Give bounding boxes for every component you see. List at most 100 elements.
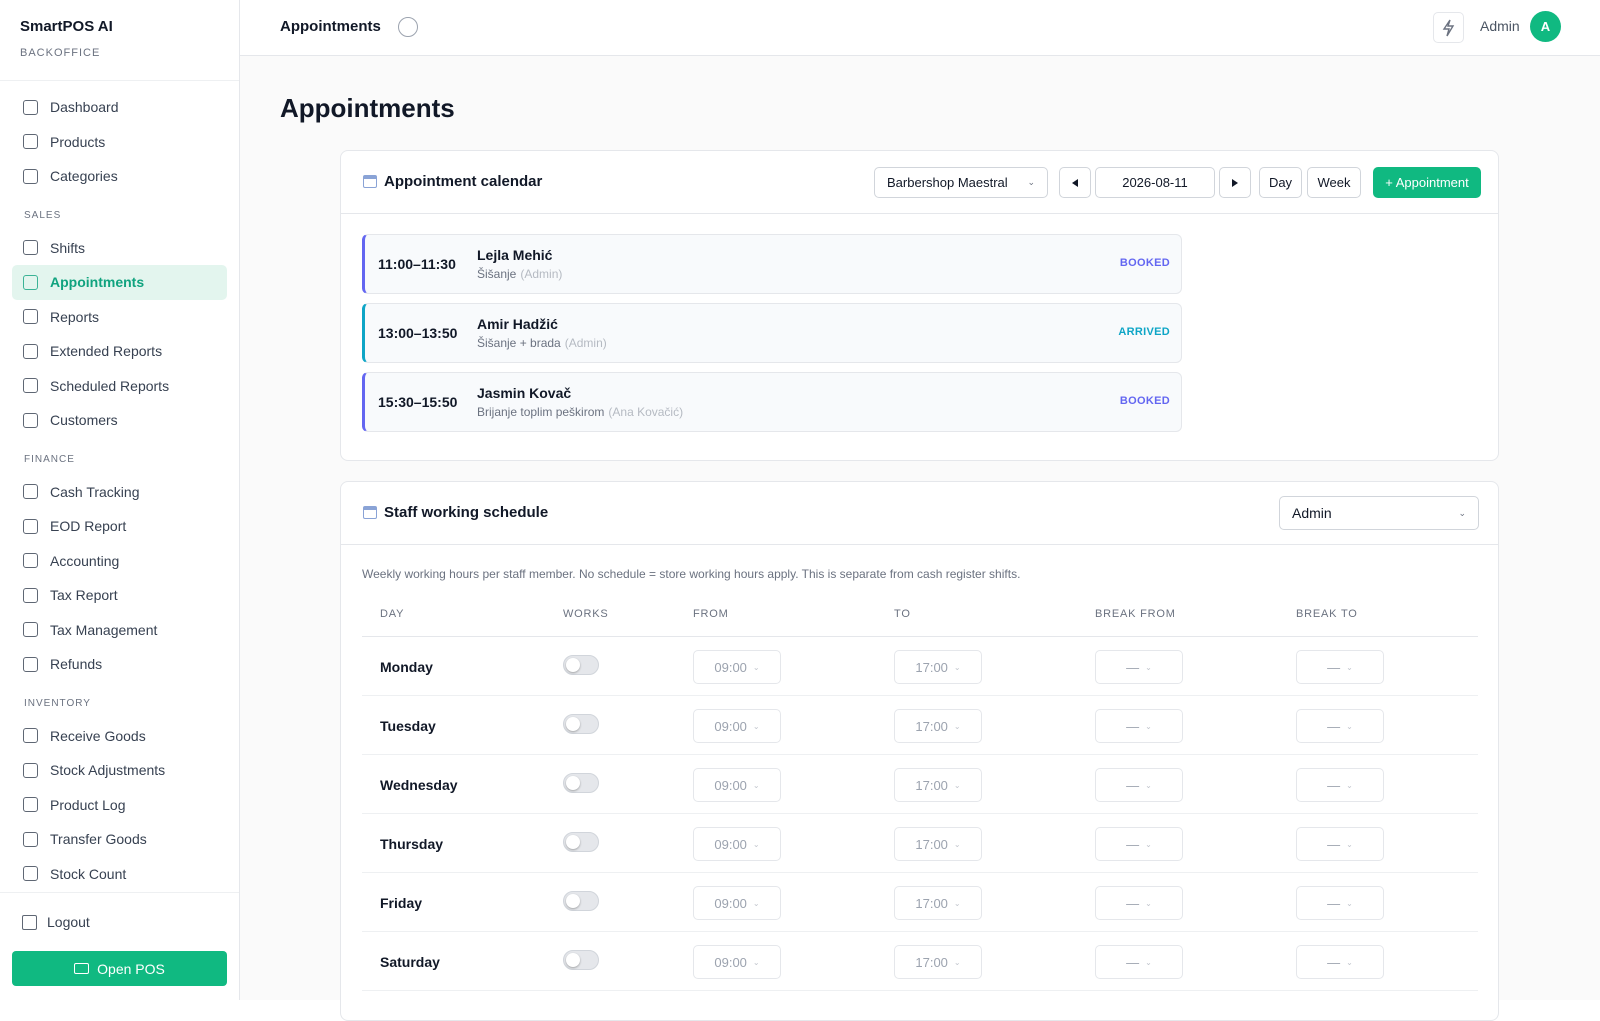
- nav-item[interactable]: Shifts: [12, 231, 227, 266]
- view-button[interactable]: Day: [1259, 167, 1302, 198]
- location-select[interactable]: Barbershop Maestral ⌄: [874, 167, 1048, 198]
- chevron: ⌄: [953, 780, 961, 790]
- time-select[interactable]: — ⌄: [1095, 827, 1183, 861]
- nav-item[interactable]: Scheduled Reports: [12, 369, 227, 404]
- card-title: Staff working schedule: [384, 504, 549, 521]
- time-select[interactable]: — ⌄: [1296, 827, 1384, 861]
- time-select[interactable]: — ⌄: [1296, 886, 1384, 920]
- calendar-icon: [363, 506, 377, 519]
- staff-select[interactable]: Admin ⌄: [1279, 496, 1479, 530]
- schedule-row: Thursday 09:00 ⌄ 17:00 ⌄ — ⌄ — ⌄: [362, 814, 1478, 873]
- time-select[interactable]: — ⌄: [1095, 650, 1183, 684]
- nav-item[interactable]: Extended Reports: [12, 334, 227, 369]
- time-select[interactable]: — ⌄: [1095, 768, 1183, 802]
- time-select[interactable]: 17:00 ⌄: [894, 945, 982, 979]
- nav-item[interactable]: Products: [12, 125, 227, 160]
- nav-item[interactable]: Stock Adjustments: [12, 753, 227, 788]
- next-button[interactable]: [1219, 167, 1251, 198]
- nav-item[interactable]: Tax Report: [12, 578, 227, 613]
- appointment[interactable]: 15:30–15:50 Jasmin Kovač Brijanje toplim p…: [362, 372, 1182, 432]
- quick-action[interactable]: [1433, 12, 1464, 43]
- time-select[interactable]: 09:00 ⌄: [693, 827, 781, 861]
- help-icon[interactable]: [398, 17, 418, 37]
- works-toggle[interactable]: [563, 950, 599, 970]
- nav-item[interactable]: Customers: [12, 403, 227, 438]
- nav-icon: [23, 762, 38, 778]
- chevron: ⌄: [1027, 177, 1035, 187]
- schedule-card: Staff working schedule Admin ⌄ Weekly wor…: [340, 481, 1499, 1021]
- nav-item[interactable]: Product Log: [12, 788, 227, 823]
- time-select[interactable]: 17:00 ⌄: [894, 650, 982, 684]
- time-value: —: [1327, 895, 1341, 911]
- time-select[interactable]: 09:00 ⌄: [693, 886, 781, 920]
- time-select[interactable]: 17:00 ⌄: [894, 827, 982, 861]
- time-select[interactable]: 09:00 ⌄: [693, 650, 781, 684]
- time-select[interactable]: — ⌄: [1296, 945, 1384, 979]
- day: Wednesday: [380, 777, 458, 793]
- nav-item[interactable]: Receive Goods: [12, 719, 227, 754]
- chevron: ⌄: [752, 721, 760, 731]
- time-select[interactable]: — ⌄: [1095, 945, 1183, 979]
- time-select[interactable]: 09:00 ⌄: [693, 709, 781, 743]
- appointment[interactable]: 13:00–13:50 Amir Hadžić Šišanje + brada (Ad…: [362, 303, 1182, 363]
- client-name: Amir Hadžić: [477, 316, 558, 332]
- time-select[interactable]: — ⌄: [1296, 709, 1384, 743]
- nav-item[interactable]: Cash Tracking: [12, 475, 227, 510]
- chevron: ⌄: [1458, 507, 1466, 518]
- nav-item[interactable]: EOD Report: [12, 509, 227, 544]
- nav-item[interactable]: Categories: [12, 159, 227, 194]
- time-select[interactable]: 09:00 ⌄: [693, 768, 781, 802]
- nav-icon: [23, 797, 38, 813]
- date-input[interactable]: 2026-08-11: [1095, 167, 1215, 198]
- time-select[interactable]: — ⌄: [1296, 650, 1384, 684]
- works-toggle[interactable]: [563, 832, 599, 852]
- time-select[interactable]: 17:00 ⌄: [894, 709, 982, 743]
- logout[interactable]: Logout: [22, 914, 90, 930]
- nav-item[interactable]: Transfer Goods: [12, 822, 227, 857]
- time-select[interactable]: 17:00 ⌄: [894, 768, 982, 802]
- nav-label: Stock Count: [50, 865, 127, 882]
- chevron: ⌄: [953, 957, 961, 967]
- avatar[interactable]: A: [1530, 11, 1561, 42]
- chevron: ⌄: [1145, 898, 1152, 908]
- works-toggle[interactable]: [563, 714, 599, 734]
- nav-item[interactable]: Reports: [12, 300, 227, 335]
- add-appointment-button[interactable]: + Appointment: [1373, 167, 1481, 198]
- nav-icon: [23, 378, 38, 394]
- time-value: —: [1327, 718, 1341, 734]
- nav-item[interactable]: Dashboard: [12, 90, 227, 125]
- time-select[interactable]: — ⌄: [1296, 768, 1384, 802]
- works-toggle[interactable]: [563, 655, 599, 675]
- nav-label: Cash Tracking: [50, 483, 140, 500]
- nav-icon: [23, 656, 38, 672]
- brand: SmartPOS AI: [20, 18, 113, 35]
- nav-item[interactable]: Refunds: [12, 647, 227, 682]
- client-name: Lejla Mehić: [477, 247, 553, 263]
- time-select[interactable]: 17:00 ⌄: [894, 886, 982, 920]
- time-value: 17:00: [915, 659, 948, 675]
- staff: (Ana Kovačić): [608, 405, 684, 419]
- nav-item[interactable]: Tax Management: [12, 613, 227, 648]
- card-header: Staff working schedule Admin ⌄: [341, 482, 1498, 545]
- time-value: —: [1126, 895, 1140, 911]
- header-title: Appointments: [280, 18, 381, 35]
- chevron: ⌄: [953, 839, 961, 849]
- works-toggle[interactable]: [563, 891, 599, 911]
- column-header: DAY: [380, 608, 405, 620]
- time-select[interactable]: — ⌄: [1095, 709, 1183, 743]
- time-select[interactable]: — ⌄: [1095, 886, 1183, 920]
- prev-icon: [1072, 178, 1078, 187]
- nav-item[interactable]: Stock Count: [12, 857, 227, 892]
- open-pos-button[interactable]: Open POS: [12, 951, 227, 986]
- prev-button[interactable]: [1059, 167, 1091, 198]
- appointment[interactable]: 11:00–11:30 Lejla Mehić Šišanje (Admin) BOOK…: [362, 234, 1182, 294]
- time-select[interactable]: 09:00 ⌄: [693, 945, 781, 979]
- nav-item[interactable]: Accounting: [12, 544, 227, 579]
- chevron: ⌄: [752, 662, 760, 672]
- nav-label: Appointments: [50, 274, 145, 291]
- view-button[interactable]: Week: [1307, 167, 1361, 198]
- works-toggle[interactable]: [563, 773, 599, 793]
- service-line: Šišanje (Admin): [477, 267, 562, 281]
- nav-item[interactable]: Appointments: [12, 265, 227, 300]
- nav-icon: [23, 99, 38, 115]
